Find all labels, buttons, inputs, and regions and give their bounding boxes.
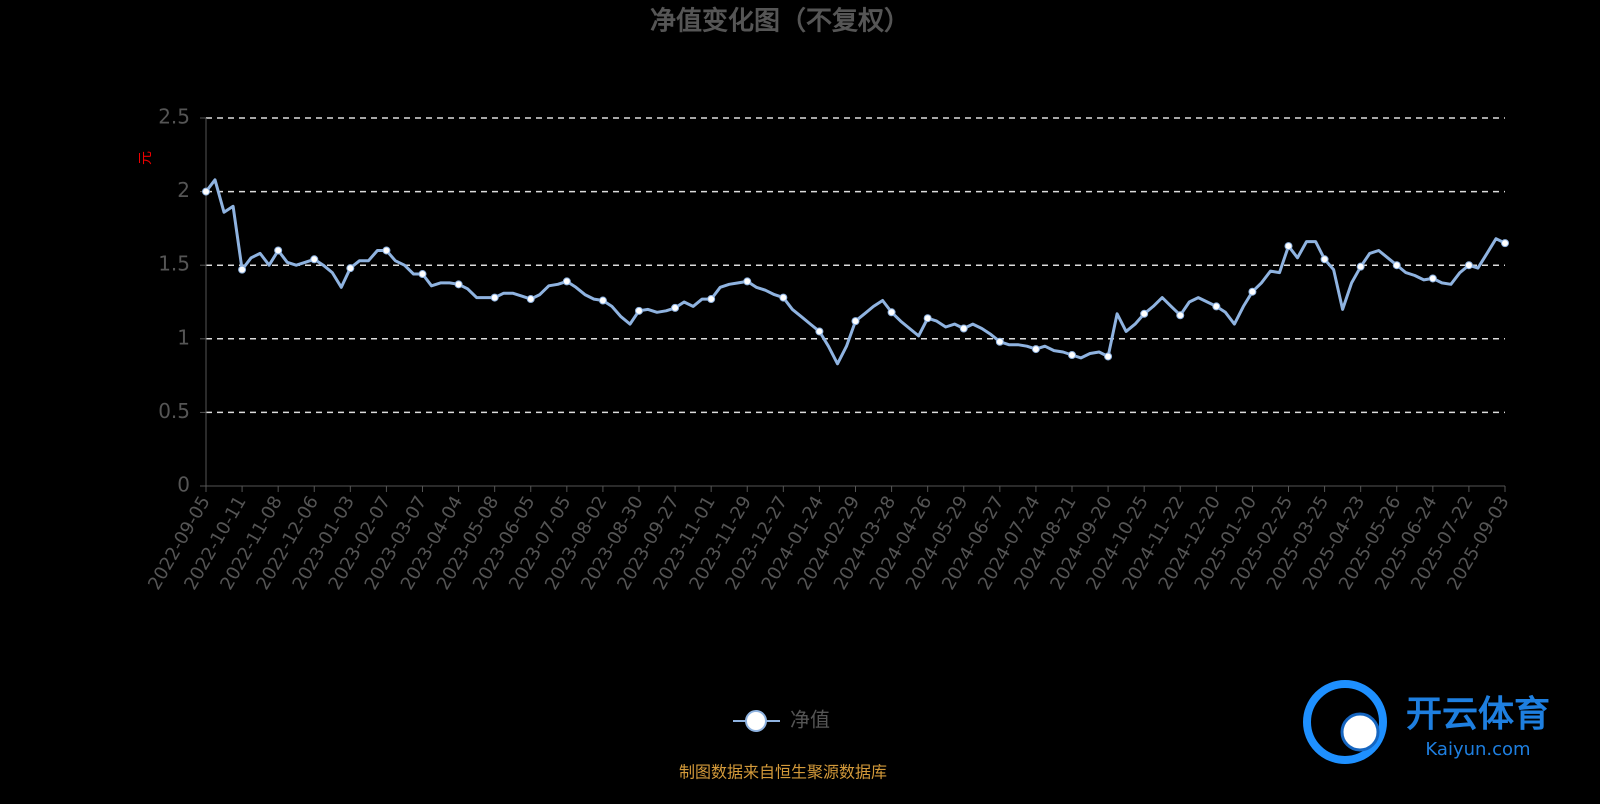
y-tick-label: 1.5 bbox=[158, 252, 190, 276]
y-tick-label: 2.5 bbox=[158, 105, 190, 129]
point bbox=[923, 314, 932, 323]
chart-title: 净值变化图（不复权） bbox=[650, 6, 910, 37]
point bbox=[1248, 287, 1257, 296]
y-axis-label: 元 bbox=[138, 151, 154, 165]
point bbox=[490, 293, 499, 302]
point bbox=[1176, 311, 1185, 320]
watermark-title: 开云体育 bbox=[1406, 694, 1550, 735]
point bbox=[202, 187, 210, 196]
point bbox=[779, 293, 788, 302]
point bbox=[562, 277, 571, 286]
legend-label[interactable]: 净值 bbox=[790, 708, 830, 732]
point bbox=[743, 277, 752, 286]
point bbox=[454, 280, 463, 289]
point bbox=[1031, 345, 1040, 354]
point bbox=[1392, 261, 1401, 270]
point bbox=[1140, 309, 1149, 318]
y-tick-label: 2 bbox=[177, 178, 190, 202]
point bbox=[671, 303, 680, 312]
y-tick-label: 0.5 bbox=[158, 399, 190, 423]
point bbox=[1320, 255, 1329, 264]
point bbox=[598, 296, 607, 305]
point bbox=[418, 270, 427, 279]
point bbox=[1501, 239, 1509, 248]
point bbox=[1068, 350, 1076, 359]
point bbox=[1356, 262, 1365, 271]
point bbox=[707, 295, 716, 304]
point bbox=[851, 317, 860, 326]
point bbox=[1428, 274, 1437, 283]
logo-ball bbox=[1340, 712, 1380, 752]
point bbox=[1464, 261, 1473, 270]
point bbox=[887, 308, 896, 317]
point bbox=[526, 295, 535, 304]
point bbox=[310, 255, 319, 264]
point bbox=[274, 246, 283, 255]
point bbox=[635, 306, 643, 315]
y-tick-label: 0 bbox=[177, 473, 190, 497]
point bbox=[959, 324, 968, 333]
point bbox=[238, 265, 247, 274]
point bbox=[1104, 352, 1113, 361]
logo-icon bbox=[1303, 680, 1387, 764]
point bbox=[815, 327, 824, 336]
source-note: 制图数据来自恒生聚源数据库 bbox=[679, 763, 887, 782]
point bbox=[1284, 242, 1293, 251]
watermark-url: Kaiyun.com bbox=[1425, 739, 1530, 760]
point bbox=[382, 246, 391, 255]
point bbox=[346, 264, 355, 273]
point bbox=[1212, 302, 1221, 311]
legend-symbol bbox=[745, 710, 767, 732]
y-tick-label: 1 bbox=[177, 325, 190, 349]
point bbox=[995, 337, 1004, 346]
